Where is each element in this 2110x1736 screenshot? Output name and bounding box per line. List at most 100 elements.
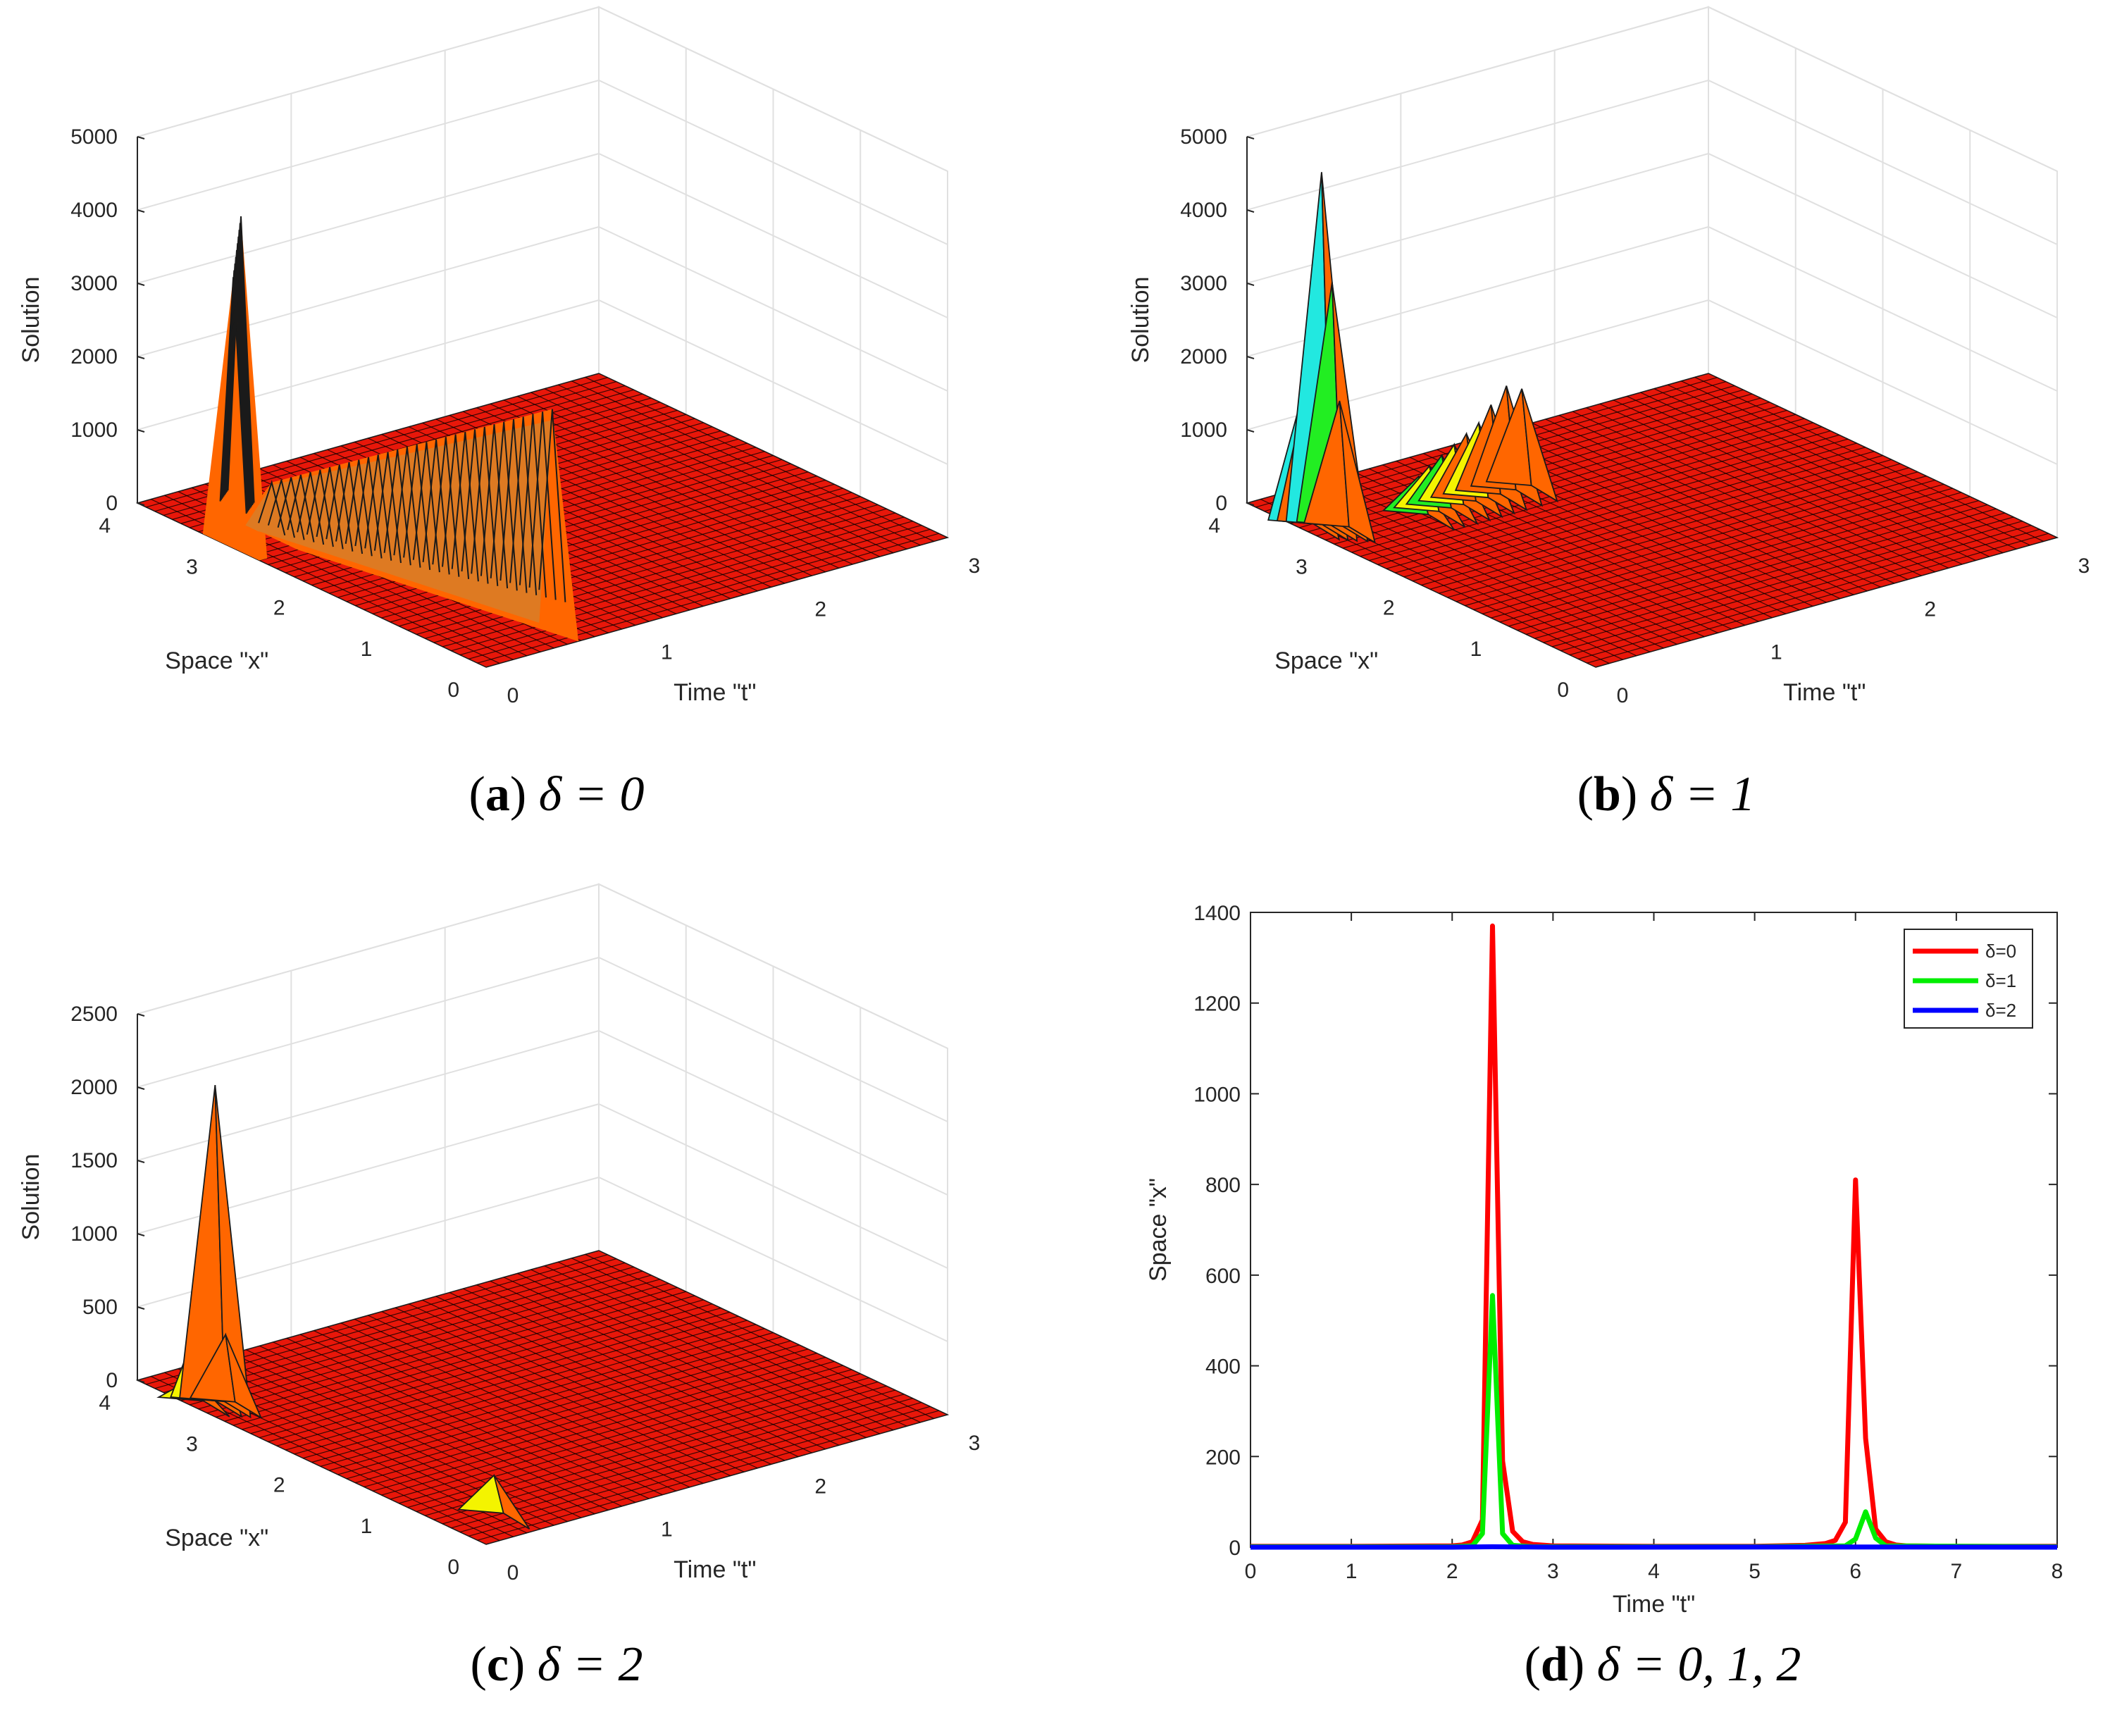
t-tick-label: 2 [814,597,826,621]
z-tick-label: 3000 [1180,272,1227,295]
ridge-spike [528,411,557,600]
surface-mesh-line [390,1369,852,1500]
ridge-spike [383,449,411,566]
ridge-spike [461,429,489,584]
surface-mesh-line [285,1320,747,1451]
ridge-spike [499,419,528,593]
surface-mesh-line [1508,496,1971,627]
z-tick-label: 4000 [1180,199,1227,222]
z-tick-mark [137,1086,145,1090]
surface-mesh-line [1587,533,2049,664]
panel-d-line-plot: 0 1 2 3 4 5 6 7 8 0 200 400 600 800 1000 1200 1400 Time "… [1145,902,2063,1692]
surface-mesh-line [468,1406,931,1537]
ridge-spike [442,434,470,579]
caption-paren: ( [469,767,485,822]
x-tick-label: 6 [1849,1560,1861,1583]
legend-entry: δ=2 [1985,1000,2016,1021]
surface-mesh-line [1421,454,1883,586]
z-tick-label: 2000 [1180,345,1227,368]
z-tick-mark [137,502,145,506]
ridge-spike [227,216,255,503]
x-tick-label: 2 [273,597,285,620]
z-tick-label: 1000 [1180,418,1227,442]
y-tick-label: 200 [1205,1446,1241,1469]
surface-mesh-line [1525,504,1988,635]
surface-mesh-line [364,1356,826,1488]
panel-caption: (b) δ = 1 [1577,767,1756,822]
x-tick-label: 2 [1383,597,1395,620]
z-tick-mark [137,429,145,433]
z-tick-mark [137,356,145,359]
caption-math: δ = 0, 1, 2 [1597,1637,1801,1692]
ridge-spike [422,439,450,575]
ridge-spike [325,464,354,552]
t-tick-label: 0 [507,1561,519,1585]
x-tick-label: 3 [1296,555,1308,578]
y-tick-label: 600 [1205,1265,1241,1288]
surface-mesh-line [172,1266,634,1397]
spike-peak-side [225,1334,263,1420]
z-tick-label: 5000 [70,125,118,149]
surface-mesh-line [1429,459,1892,590]
surface-mesh-line [451,1398,913,1529]
spike-peak-side [1521,388,1558,503]
surface-mesh-line [180,1270,643,1401]
caption-paren: ) [1621,767,1650,822]
surface-mesh-line [1395,442,1857,574]
z-tick-mark [137,209,145,213]
ridge-spike [354,457,383,559]
caption-paren: ( [1577,767,1594,822]
surface-mesh-line [1334,414,1796,545]
t-tick-label: 0 [1617,684,1629,707]
z-tick-label: 3000 [70,272,118,295]
y-tick-label: 0 [1229,1537,1241,1560]
caption-math: δ = 0 [539,767,645,822]
x-axis-label: Space "x" [165,647,268,674]
x-tick-label: 0 [447,678,459,702]
ridge-spike [403,444,431,571]
x-tick-label: 1 [1470,638,1482,661]
panel-caption: (d) δ = 0, 1, 2 [1525,1637,1801,1692]
z-tick-label: 0 [1215,492,1227,515]
t-tick-label: 2 [1924,597,1936,621]
t-tick-label: 3 [969,1432,981,1455]
x-axis-label: Space "x" [1274,647,1378,674]
surface-mesh-line [1543,512,2005,643]
x-tick-label: 0 [1557,678,1569,702]
series-line-2 [1251,1544,2058,1550]
x-tick-label: 2 [1446,1560,1458,1583]
surface-mesh-line [433,512,895,643]
z-tick-mark [1246,356,1255,359]
y-tick-label: 400 [1205,1356,1241,1379]
ridge-spike [451,431,479,582]
x-tick-label: 7 [1951,1560,1963,1583]
caption-paren: ( [471,1637,487,1692]
x-tick-label: 4 [99,514,111,538]
z-tick-mark [137,136,145,140]
spike-peak-side [1339,400,1377,544]
ridge-face [241,409,578,642]
z-tick-label: 2000 [70,345,118,368]
legend-entry: δ=0 [1985,941,2016,962]
surface-mesh-line [329,1340,791,1471]
surface-mesh-line [433,1389,895,1520]
surface-mesh-line [1499,492,1962,623]
surface-mesh-line [1482,483,1944,614]
z-tick-mark [137,1160,145,1163]
surface-mesh-line [1439,463,1901,594]
surface-mesh-line [346,1348,809,1480]
surface-mesh-line [442,1394,905,1525]
surface-mesh-line [1569,524,2032,656]
surface-mesh-line [1551,516,2014,647]
caption-letter: b [1594,767,1621,822]
x-tick-label: 4 [1648,1560,1660,1583]
x-tick-label: 4 [1208,514,1220,538]
caption-letter: d [1541,1637,1568,1692]
surface-mesh-line [1465,476,1927,607]
surface-mesh-line [355,1353,817,1484]
surface-mesh-line [1342,418,1805,549]
surface-mesh-line [1560,521,2023,652]
caption-paren: ) [1568,1637,1597,1692]
surface-mesh-line [216,1286,678,1418]
ridge-spike [509,416,538,595]
